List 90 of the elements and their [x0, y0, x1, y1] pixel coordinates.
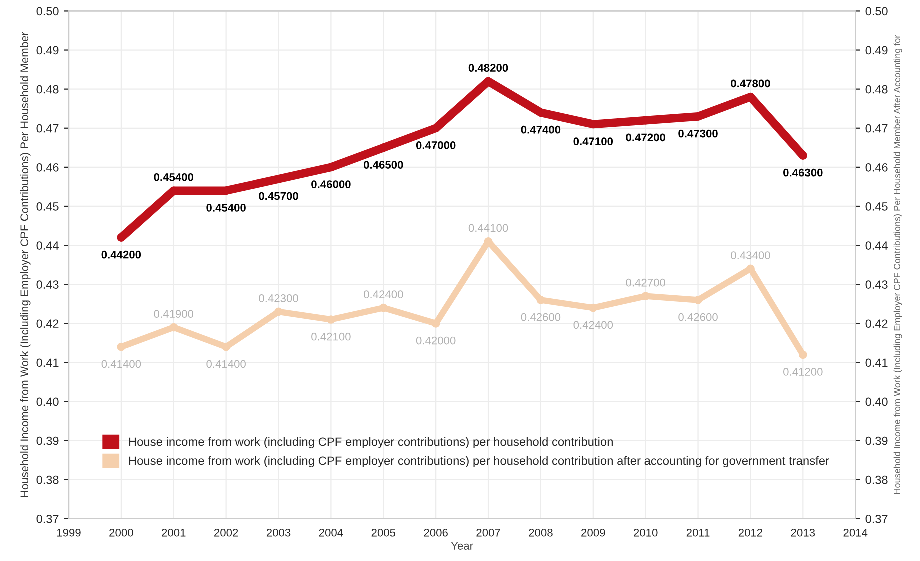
y-tick-label: 0.47	[36, 124, 59, 133]
legend-label: House income from work (including CPF employer contributions) per household contribution after accounting for government transfer	[129, 456, 830, 468]
x-tick-label: 2005	[372, 528, 396, 537]
x-tick-label: 2007	[476, 528, 500, 537]
data-label: 0.47200	[626, 134, 666, 142]
data-label: 0.48200	[468, 64, 508, 72]
x-tick-label: 2001	[162, 528, 186, 537]
x-tick-label: 2008	[529, 528, 553, 537]
x-tick-label: 2013	[791, 528, 816, 537]
x-tick-label: 2000	[110, 528, 134, 537]
y2-tick-label: 0.43	[866, 280, 888, 289]
y2-tick-label: 0.41	[866, 358, 888, 368]
data-label: 0.41900	[154, 310, 194, 318]
y-tick-label: 0.41	[36, 358, 59, 368]
data-label: 0.42600	[521, 313, 561, 322]
data-label: 0.45700	[259, 192, 298, 200]
data-label: 0.46000	[312, 180, 351, 188]
data-label: 0.47000	[416, 142, 456, 150]
data-label: 0.42700	[626, 278, 666, 287]
point	[222, 342, 230, 352]
y-tick-label: 0.40	[36, 398, 59, 406]
y2-tick-label: 0.48	[866, 85, 888, 94]
y2-tick-label: 0.49	[866, 46, 888, 55]
x-tick-label: 2003	[266, 528, 291, 537]
y-tick-label: 0.43	[36, 280, 59, 289]
data-label: 0.42600	[678, 313, 718, 322]
x-tick-label: 2002	[214, 528, 238, 537]
x-tick-label: 2009	[582, 528, 606, 537]
data-label: 0.44200	[102, 250, 142, 259]
point	[536, 296, 546, 304]
x-tick-label: 2011	[686, 528, 710, 537]
point	[274, 308, 283, 316]
data-label: 0.46300	[784, 168, 823, 177]
data-label: 0.42400	[364, 290, 404, 299]
point	[117, 342, 126, 352]
y2-axis-title: Household Income from Work (Including Employer CPF Contributions) Per Household Member After Accounting for	[894, 35, 902, 494]
data-label: 0.45400	[154, 173, 194, 182]
point	[117, 234, 126, 242]
y-tick-label: 0.39	[36, 436, 59, 446]
data-label: 0.42400	[574, 321, 614, 330]
data-label: 0.47800	[731, 80, 770, 88]
y2-tick-label: 0.50	[866, 7, 888, 16]
point	[694, 296, 702, 304]
data-label: 0.42100	[312, 332, 351, 341]
data-label: 0.47100	[574, 138, 614, 146]
x-tick-label: 1999	[57, 528, 81, 537]
data-label: 0.41400	[102, 360, 142, 368]
data-label: 0.42000	[416, 336, 456, 345]
y-axis-title: Household Income from Work (Including Employer CPF Contributions) Per Household Member	[20, 32, 31, 498]
data-label: 0.46500	[364, 161, 404, 169]
point	[170, 323, 178, 332]
y-tick-label: 0.42	[36, 320, 59, 328]
y2-tick-label: 0.47	[866, 124, 888, 133]
data-label: 0.41400	[206, 360, 246, 368]
y-tick-label: 0.49	[36, 46, 59, 55]
y2-tick-label: 0.37	[866, 514, 888, 524]
data-label: 0.47400	[521, 126, 561, 134]
y-tick-label: 0.44	[36, 242, 59, 250]
data-label: 0.44100	[468, 224, 508, 232]
point	[798, 152, 808, 160]
y2-tick-label: 0.45	[866, 202, 888, 211]
y-tick-label: 0.45	[36, 202, 59, 211]
data-label: 0.42300	[259, 294, 298, 302]
y2-tick-label: 0.40	[866, 398, 888, 406]
point	[379, 304, 388, 312]
x-tick-label: 2012	[738, 528, 763, 537]
y2-tick-label: 0.46	[866, 163, 888, 172]
data-label: 0.43400	[731, 252, 770, 260]
y-tick-label: 0.46	[36, 163, 59, 172]
legend-label: House income from work (including CPF employer contributions) per household contribution	[129, 437, 613, 449]
x-tick-label: 2014	[844, 528, 868, 537]
point	[798, 350, 808, 360]
y2-tick-label: 0.44	[866, 242, 888, 250]
x-tick-label: 2010	[634, 528, 658, 537]
y-tick-label: 0.37	[36, 514, 59, 524]
data-label: 0.47300	[678, 130, 718, 138]
y-tick-label: 0.48	[36, 85, 59, 94]
data-label: 0.41200	[784, 368, 823, 376]
point	[327, 316, 336, 324]
point	[589, 304, 598, 312]
y-tick-label: 0.38	[36, 476, 59, 484]
y-tick-label: 0.50	[36, 7, 59, 16]
y2-tick-label: 0.39	[866, 436, 888, 446]
data-label: 0.45400	[206, 204, 246, 212]
point	[432, 319, 440, 328]
x-tick-label: 2004	[319, 528, 344, 537]
y2-tick-label: 0.38	[866, 476, 888, 484]
y2-tick-label: 0.42	[866, 320, 888, 328]
x-tick-label: 2006	[424, 528, 448, 537]
x-axis-title: Year	[451, 542, 474, 550]
